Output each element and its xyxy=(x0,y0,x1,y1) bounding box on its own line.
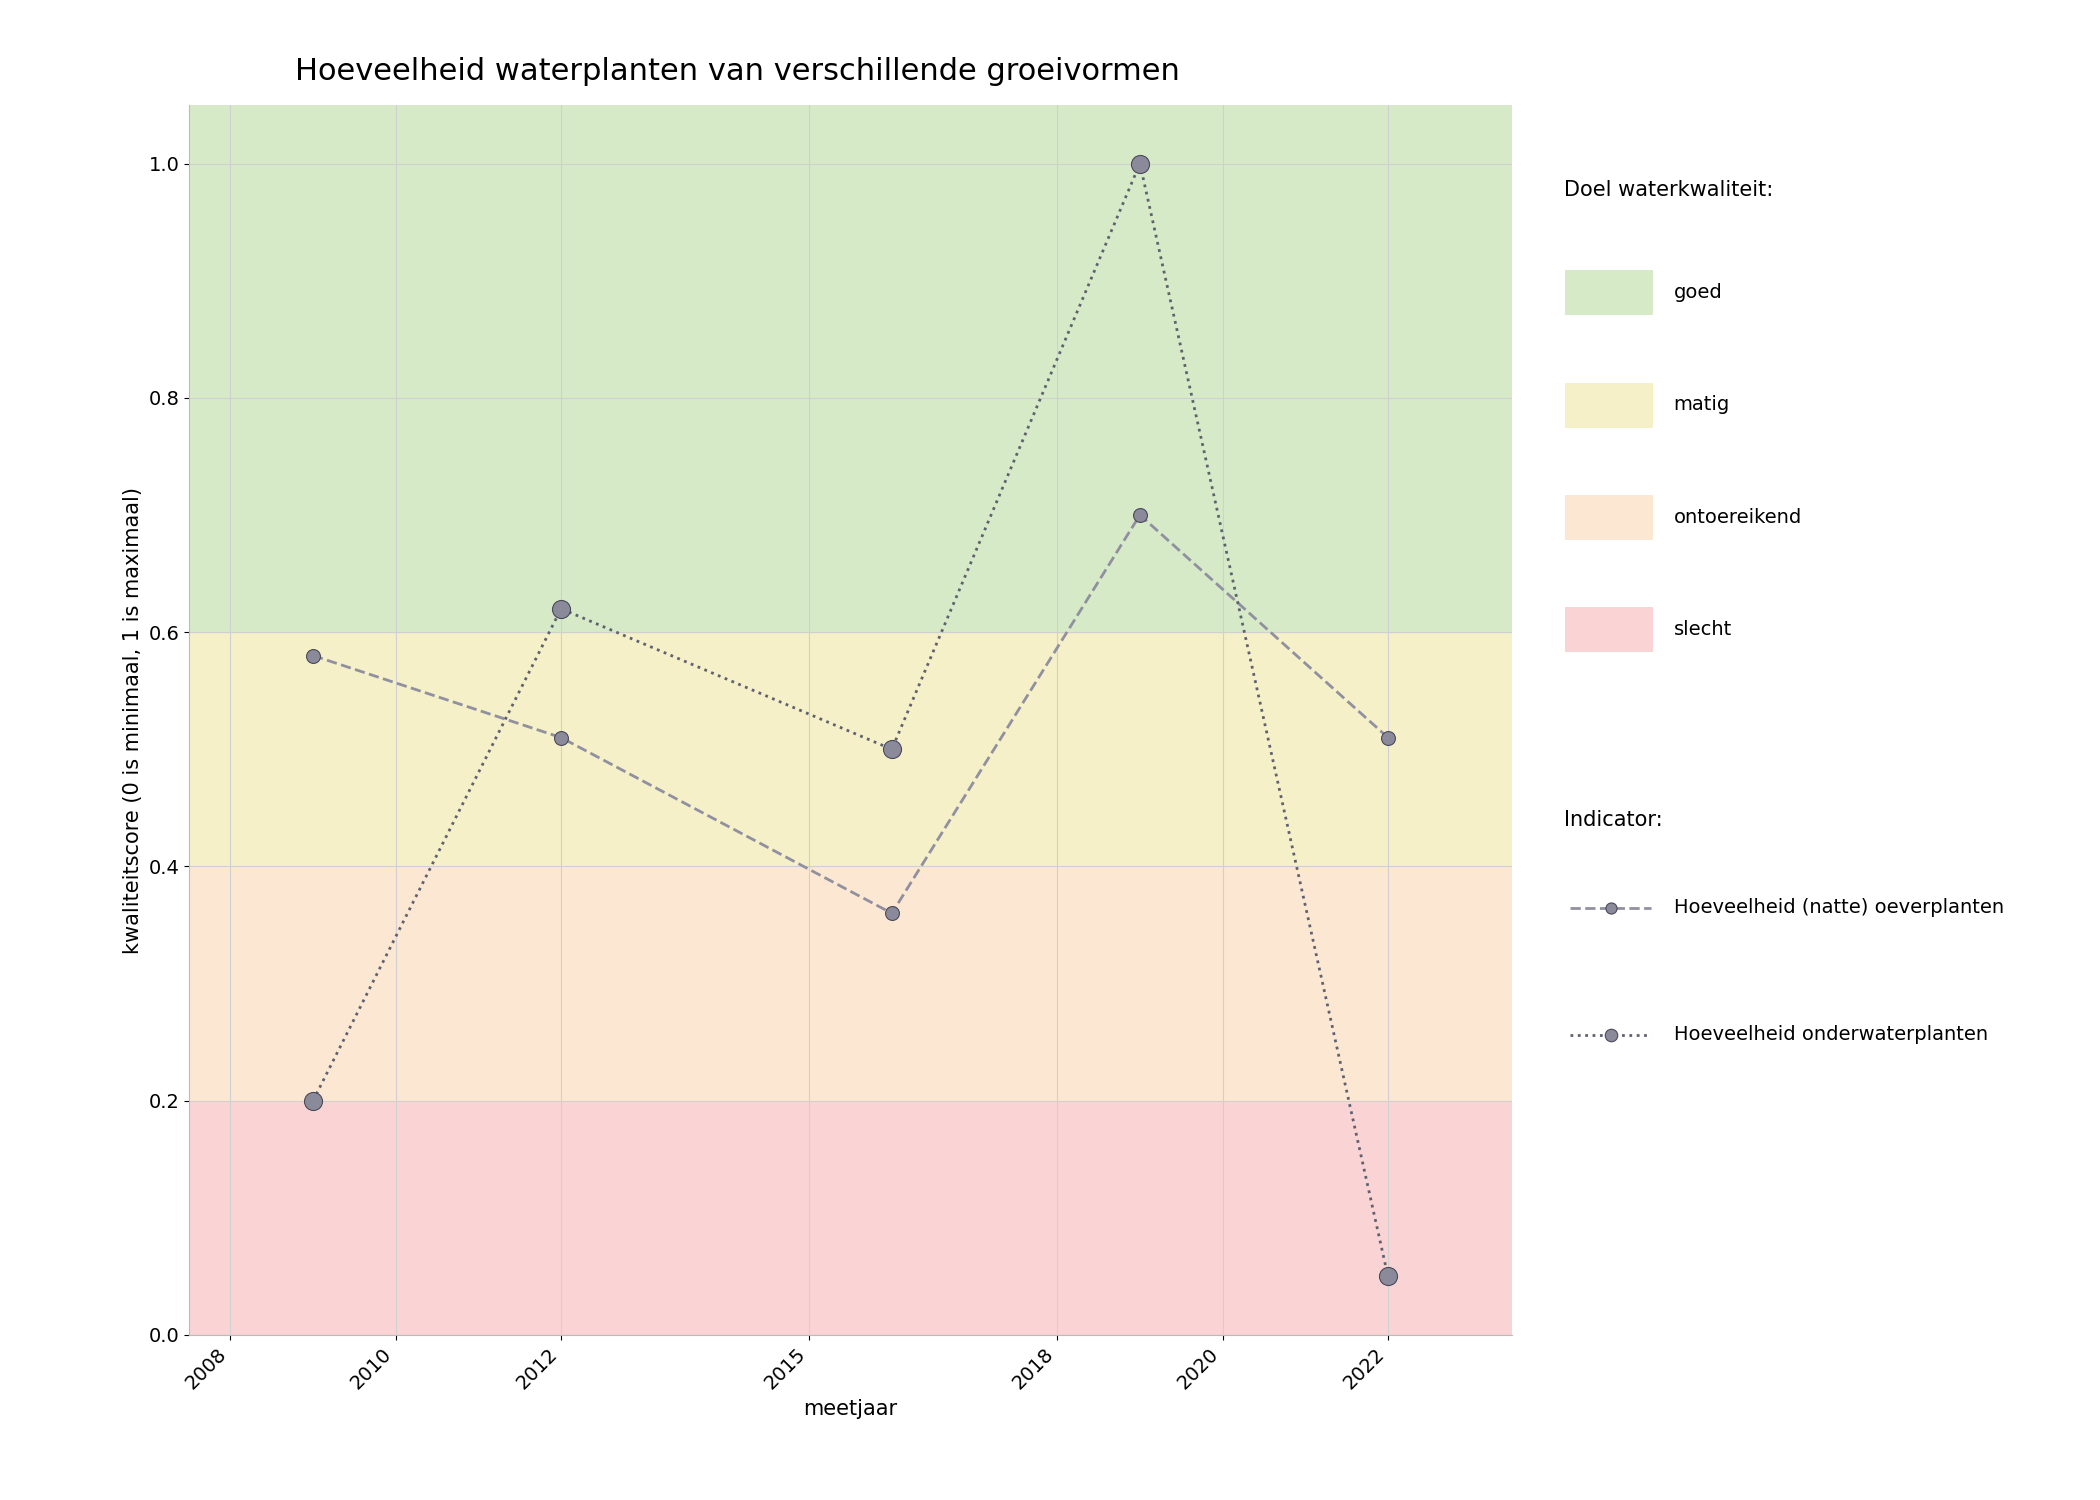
Text: ontoereikend: ontoereikend xyxy=(1674,509,1802,526)
Text: Hoeveelheid onderwaterplanten: Hoeveelheid onderwaterplanten xyxy=(1674,1026,1989,1044)
Text: Hoeveelheid (natte) oeverplanten: Hoeveelheid (natte) oeverplanten xyxy=(1674,898,2003,916)
Bar xyxy=(189,632,1512,867)
Text: slecht: slecht xyxy=(1674,621,1732,639)
Text: Indicator:: Indicator: xyxy=(1564,810,1663,830)
Text: goed: goed xyxy=(1674,284,1722,302)
Text: Doel waterkwaliteit:: Doel waterkwaliteit: xyxy=(1564,180,1774,200)
X-axis label: meetjaar: meetjaar xyxy=(804,1398,897,1419)
Bar xyxy=(189,105,1512,632)
Text: Hoeveelheid waterplanten van verschillende groeivormen: Hoeveelheid waterplanten van verschillen… xyxy=(294,57,1180,86)
Y-axis label: kwaliteitscore (0 is minimaal, 1 is maximaal): kwaliteitscore (0 is minimaal, 1 is maxi… xyxy=(122,486,143,954)
Text: matig: matig xyxy=(1674,396,1730,414)
Bar xyxy=(189,867,1512,1101)
Bar xyxy=(189,1101,1512,1335)
